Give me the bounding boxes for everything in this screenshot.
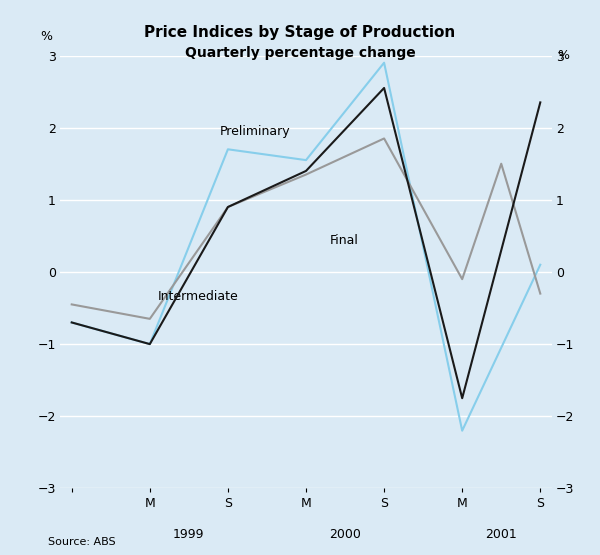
Text: Source: ABS: Source: ABS [48, 537, 116, 547]
Text: Preliminary: Preliminary [220, 125, 291, 139]
Text: %: % [40, 29, 52, 43]
Text: %: % [557, 49, 569, 62]
Text: 1999: 1999 [173, 528, 205, 541]
Text: Price Indices by Stage of Production: Price Indices by Stage of Production [145, 25, 455, 40]
Text: Quarterly percentage change: Quarterly percentage change [185, 46, 415, 59]
Text: 2001: 2001 [485, 528, 517, 541]
Text: 2000: 2000 [329, 528, 361, 541]
Text: Intermediate: Intermediate [158, 290, 238, 303]
Text: Final: Final [329, 234, 358, 247]
